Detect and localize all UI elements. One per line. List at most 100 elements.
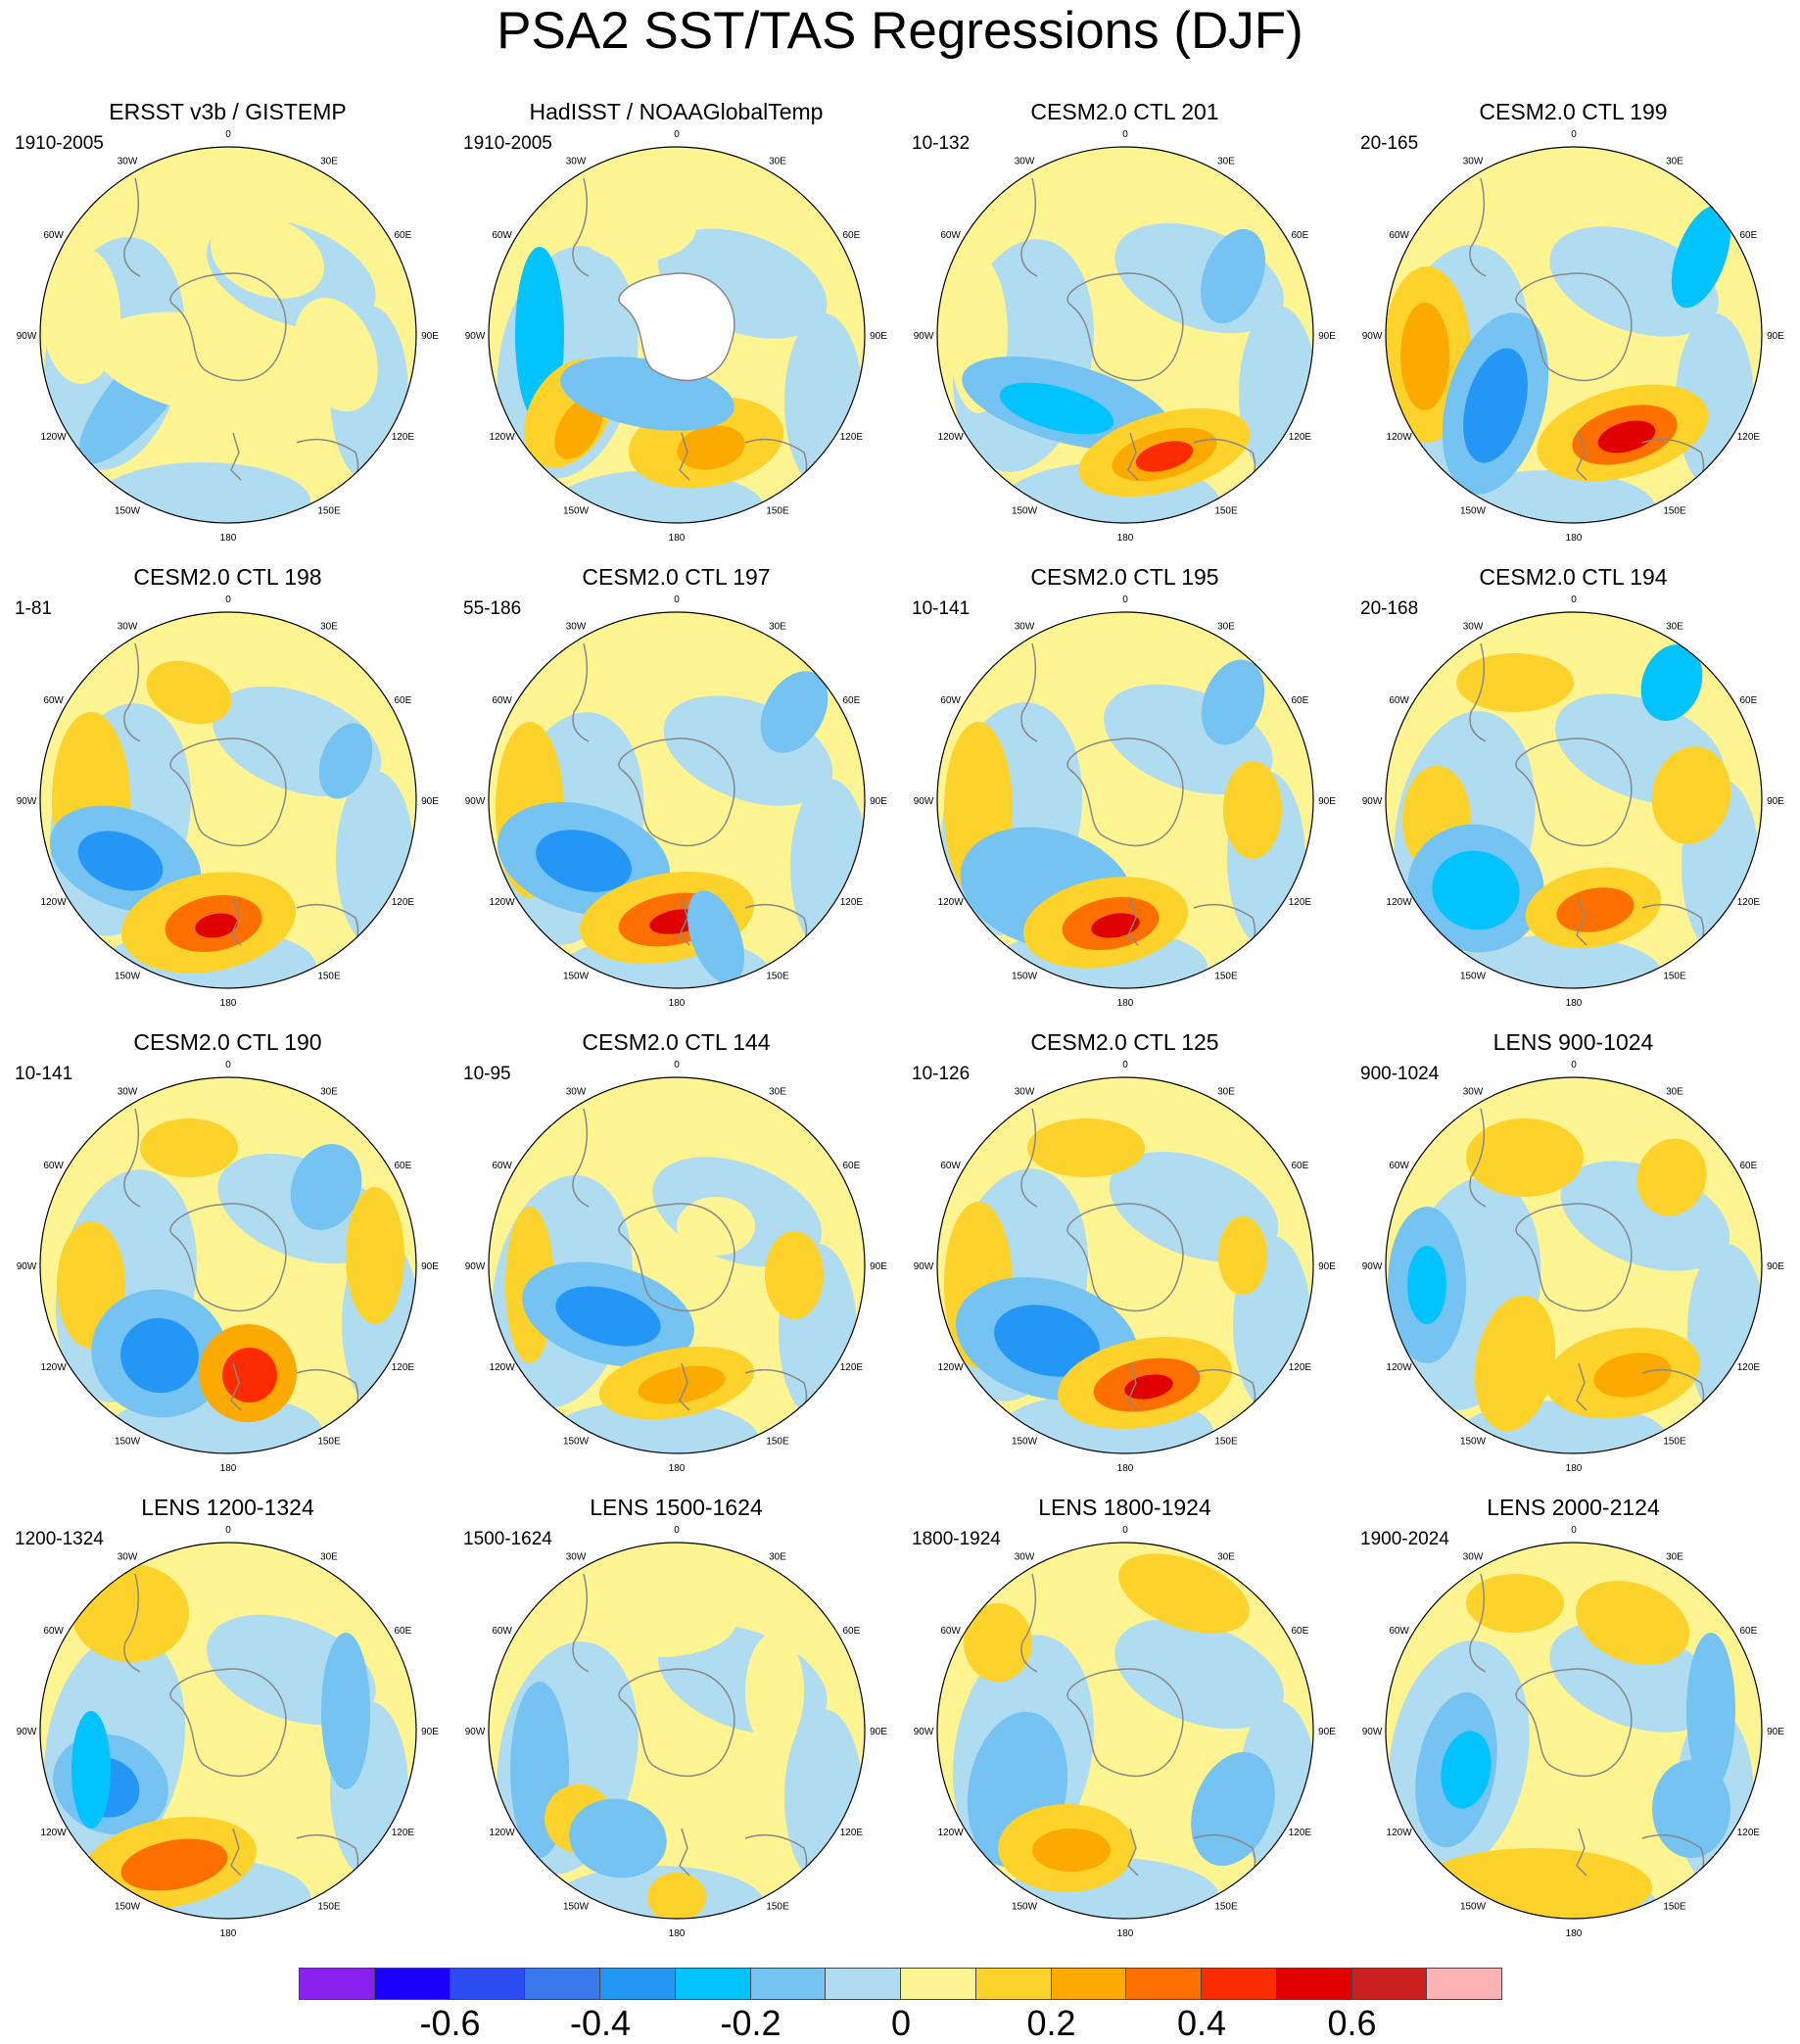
meridian-label: 30E bbox=[1666, 157, 1683, 167]
meridian-label: 90W bbox=[1362, 1261, 1383, 1272]
colorbar-tick-label: -0.2 bbox=[720, 2003, 782, 2043]
polar-map: 0 30E 60E 90E 120E 150E 180 150W 120W 90W 60W 30W bbox=[465, 594, 888, 1009]
polar-map: 0 30E 60E 90E 120E 150E 180 150W 120W 90W 60W 30W bbox=[465, 1060, 888, 1474]
meridian-label: 90W bbox=[17, 1261, 37, 1272]
meridian-label: 60W bbox=[940, 230, 961, 241]
panel-title: CESM2.0 CTL 198 bbox=[133, 564, 322, 590]
map-border bbox=[936, 1076, 1314, 1454]
meridian-label: 60E bbox=[395, 1626, 412, 1637]
meridian-label: 90W bbox=[1362, 331, 1383, 342]
meridian-label: 120E bbox=[1289, 432, 1312, 443]
map-border bbox=[488, 146, 866, 524]
panel-title: CESM2.0 CTL 190 bbox=[133, 1029, 322, 1055]
colorbar-swatch bbox=[299, 1968, 375, 2000]
meridian-label: 90E bbox=[421, 1727, 439, 1737]
meridian-label: 180 bbox=[1566, 533, 1583, 544]
meridian-label: 90E bbox=[870, 1261, 887, 1272]
meridian-label: 150W bbox=[1460, 971, 1487, 981]
meridian-label: 180 bbox=[669, 998, 686, 1009]
meridian-label: 150W bbox=[563, 1901, 590, 1912]
meridian-label: 30E bbox=[1217, 1552, 1235, 1563]
meridian-label: 30W bbox=[1463, 622, 1484, 633]
meridian-label: 90E bbox=[1318, 1261, 1336, 1272]
meridian-label: 30W bbox=[1463, 1087, 1484, 1098]
meridian-label: 0 bbox=[1122, 1060, 1128, 1070]
meridian-label: 90W bbox=[17, 331, 37, 342]
map-panel: 0 30E 60E 90E 120E 150E 180 150W 120W 90W 60W 30W L… bbox=[1350, 1028, 1796, 1494]
meridian-label: 150E bbox=[1214, 971, 1238, 981]
map-panel: 0 30E 60E 90E 120E 150E 180 150W 120W 90W 60W 30W H… bbox=[453, 98, 899, 563]
map-border bbox=[39, 146, 417, 524]
meridian-label: 120E bbox=[840, 1362, 864, 1373]
meridian-label: 150E bbox=[317, 971, 341, 981]
panel-years: 1-81 bbox=[15, 598, 53, 619]
meridian-label: 0 bbox=[225, 129, 231, 140]
map-panel: 0 30E 60E 90E 120E 150E 180 150W 120W 90W 60W 30W C… bbox=[902, 98, 1348, 563]
polar-map: 0 30E 60E 90E 120E 150E 180 150W 120W 90W 60W 30W bbox=[1362, 129, 1785, 544]
polar-map: 0 30E 60E 90E 120E 150E 180 150W 120W 90W 60W 30W bbox=[17, 129, 440, 544]
meridian-label: 0 bbox=[1122, 129, 1128, 140]
meridian-label: 180 bbox=[220, 1463, 237, 1474]
meridian-label: 90W bbox=[914, 1261, 934, 1272]
meridian-label: 90E bbox=[421, 1261, 439, 1272]
panel-years: 10-95 bbox=[463, 1064, 511, 1084]
meridian-label: 120E bbox=[392, 1362, 415, 1373]
colorbar-tick-label: 0.2 bbox=[1026, 2003, 1076, 2043]
meridian-label: 150E bbox=[317, 1436, 341, 1447]
colorbar-swatch bbox=[1426, 1968, 1502, 2000]
panel-years: 1200-1324 bbox=[15, 1529, 104, 1549]
meridian-label: 30E bbox=[769, 157, 786, 167]
meridian-label: 60W bbox=[1389, 1626, 1409, 1637]
meridian-label: 90W bbox=[914, 331, 934, 342]
meridian-label: 0 bbox=[674, 1525, 680, 1536]
meridian-label: 90W bbox=[465, 1727, 486, 1737]
meridian-label: 180 bbox=[1117, 533, 1134, 544]
meridian-label: 60W bbox=[940, 695, 961, 706]
meridian-label: 120W bbox=[1387, 897, 1413, 908]
meridian-label: 150W bbox=[115, 1436, 141, 1447]
polar-map: 0 30E 60E 90E 120E 150E 180 150W 120W 90W 60W 30W bbox=[17, 1525, 440, 1939]
meridian-label: 30W bbox=[566, 157, 587, 167]
meridian-label: 150W bbox=[563, 505, 590, 516]
meridian-label: 120E bbox=[840, 1828, 864, 1838]
panel-years: 900-1024 bbox=[1360, 1064, 1440, 1084]
meridian-label: 60E bbox=[1292, 695, 1309, 706]
meridian-label: 60E bbox=[843, 1626, 861, 1637]
map-border bbox=[936, 1542, 1314, 1920]
panel-years: 10-141 bbox=[912, 598, 971, 619]
meridian-label: 90E bbox=[1767, 331, 1784, 342]
map-border bbox=[39, 611, 417, 989]
map-panel: 0 30E 60E 90E 120E 150E 180 150W 120W 90W 60W 30W L… bbox=[453, 1494, 899, 1959]
meridian-label: 60W bbox=[492, 1161, 512, 1171]
meridian-label: 150W bbox=[563, 971, 590, 981]
meridian-label: 0 bbox=[1571, 129, 1577, 140]
meridian-label: 90W bbox=[465, 796, 486, 807]
meridian-label: 150E bbox=[317, 505, 341, 516]
panel-title: LENS 1500-1624 bbox=[590, 1495, 763, 1520]
colorbar-swatch bbox=[1350, 1968, 1428, 2000]
colorbar-swatch bbox=[1201, 1968, 1277, 2000]
meridian-label: 150W bbox=[1460, 1436, 1487, 1447]
colorbar-swatch bbox=[974, 1968, 1052, 2000]
meridian-label: 180 bbox=[220, 1928, 237, 1939]
map-border bbox=[39, 1542, 417, 1920]
panel-title: CESM2.0 CTL 195 bbox=[1030, 564, 1219, 590]
meridian-label: 150W bbox=[115, 505, 141, 516]
polar-map: 0 30E 60E 90E 120E 150E 180 150W 120W 90W 60W 30W bbox=[1362, 1060, 1785, 1474]
figure-title: PSA2 SST/TAS Regressions (DJF) bbox=[497, 2, 1303, 60]
meridian-label: 120W bbox=[490, 1362, 516, 1373]
regression-field bbox=[937, 147, 1313, 523]
panel-title: LENS 2000-2124 bbox=[1487, 1495, 1660, 1520]
polar-map: 0 30E 60E 90E 120E 150E 180 150W 120W 90W 60W 30W bbox=[465, 129, 888, 544]
regression-field bbox=[40, 1077, 416, 1453]
panel-title: LENS 900-1024 bbox=[1492, 1029, 1654, 1055]
meridian-label: 60E bbox=[1292, 1626, 1309, 1637]
meridian-label: 150E bbox=[1663, 505, 1686, 516]
regression-field bbox=[1386, 612, 1762, 988]
meridian-label: 30E bbox=[769, 622, 786, 633]
colorbar-swatch bbox=[1125, 1968, 1202, 2000]
meridian-label: 120W bbox=[490, 897, 516, 908]
meridian-label: 0 bbox=[225, 594, 231, 605]
regression-field bbox=[489, 612, 865, 988]
regression-field bbox=[40, 612, 416, 988]
